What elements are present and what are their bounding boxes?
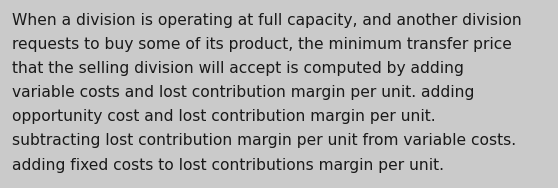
Text: requests to buy some of its product, the minimum transfer price: requests to buy some of its product, the… (12, 37, 512, 52)
Text: opportunity cost and lost contribution margin per unit.: opportunity cost and lost contribution m… (12, 109, 436, 124)
Text: When a division is operating at full capacity, and another division: When a division is operating at full cap… (12, 13, 522, 28)
Text: that the selling division will accept is computed by adding: that the selling division will accept is… (12, 61, 464, 76)
Text: subtracting lost contribution margin per unit from variable costs.: subtracting lost contribution margin per… (12, 133, 516, 149)
Text: variable costs and lost contribution margin per unit. adding: variable costs and lost contribution mar… (12, 85, 475, 100)
Text: adding fixed costs to lost contributions margin per unit.: adding fixed costs to lost contributions… (12, 158, 444, 173)
